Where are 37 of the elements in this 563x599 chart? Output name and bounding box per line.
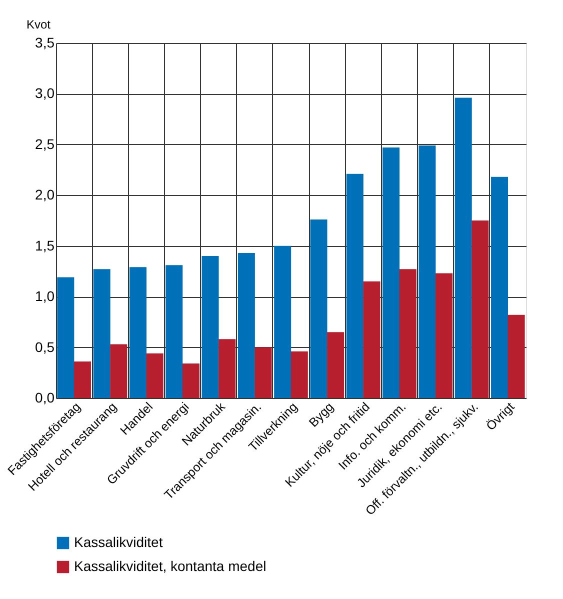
bar — [382, 147, 400, 398]
bar — [146, 353, 164, 398]
bar — [418, 145, 436, 398]
bar — [472, 220, 489, 398]
bar — [290, 351, 308, 398]
bar — [218, 339, 236, 398]
bar — [454, 98, 472, 398]
bar — [182, 364, 200, 398]
bar — [491, 176, 508, 398]
legend-label: Kassalikviditet — [74, 534, 163, 550]
bar — [363, 281, 380, 398]
bar — [346, 174, 364, 398]
y-tick-label: 3,0 — [35, 85, 55, 102]
y-axis-title: Kvot — [26, 18, 52, 32]
bar — [310, 219, 328, 398]
bar — [399, 269, 416, 398]
bar — [508, 314, 525, 398]
y-tick-label: 1,5 — [35, 237, 55, 254]
bar — [238, 252, 255, 398]
y-tick-label: 0,0 — [35, 390, 55, 406]
bar — [110, 344, 128, 398]
bar — [327, 332, 344, 398]
legend-label: Kassalikviditet, kontanta medel — [74, 558, 266, 574]
y-tick-label: 0,5 — [35, 338, 55, 355]
bar — [166, 265, 183, 398]
bar — [274, 246, 292, 398]
bar — [74, 361, 91, 398]
y-tick-label: 2,5 — [35, 136, 55, 152]
bar — [129, 267, 146, 398]
bar — [254, 347, 272, 398]
bar — [436, 273, 453, 398]
bar — [93, 269, 110, 398]
bar — [202, 256, 219, 398]
y-tick-label: 1,0 — [35, 288, 55, 304]
y-tick-label: 3,5 — [35, 34, 55, 50]
y-tick-label: 2,0 — [35, 186, 55, 203]
bar — [57, 277, 74, 398]
